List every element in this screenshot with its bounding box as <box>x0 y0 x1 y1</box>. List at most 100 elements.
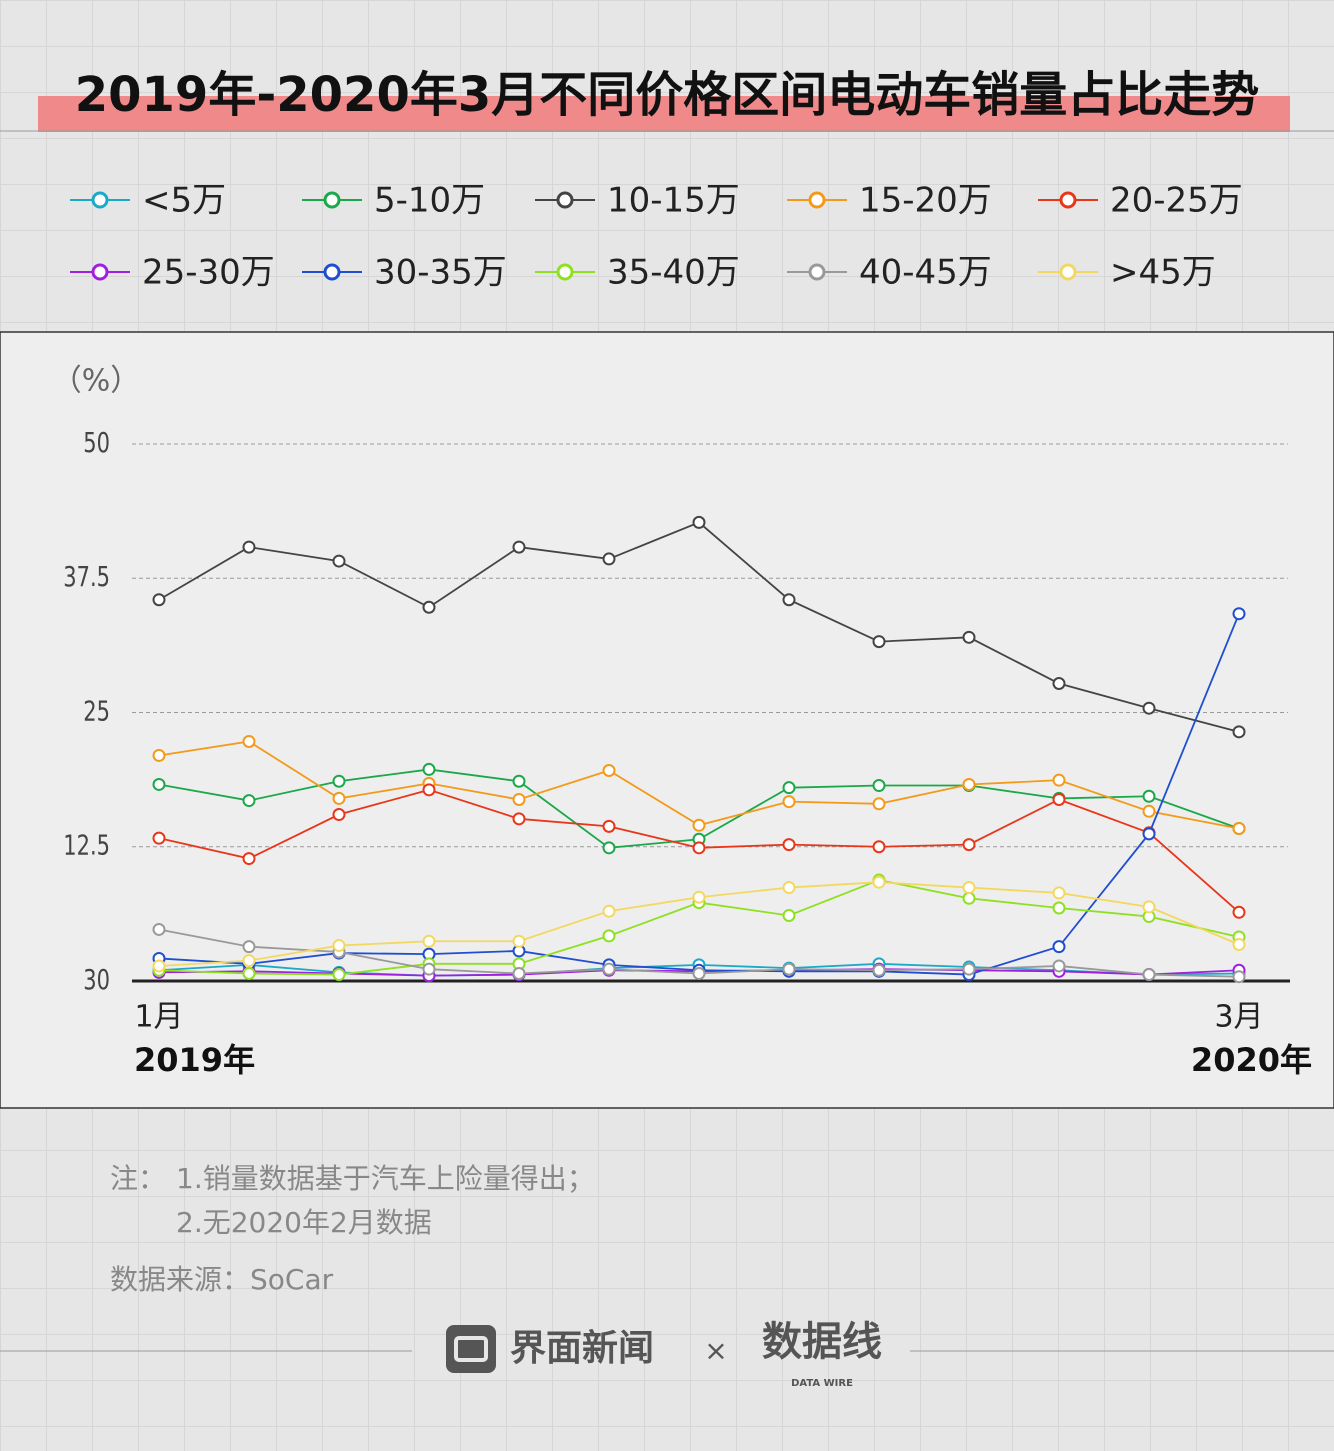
data-point <box>242 940 256 954</box>
data-point <box>512 792 526 806</box>
data-point <box>152 831 166 845</box>
data-point <box>512 812 526 826</box>
data-point <box>872 797 886 811</box>
data-point <box>332 791 346 805</box>
data-point <box>782 881 796 895</box>
data-point <box>332 939 346 953</box>
source: 数据来源：SoCar <box>110 1263 334 1296</box>
data-point <box>602 841 616 855</box>
data-point <box>332 774 346 788</box>
data-point <box>962 881 976 895</box>
data-point <box>692 966 706 980</box>
legend-label: 35-40万 <box>607 253 740 293</box>
data-point <box>1232 821 1246 835</box>
legend-marker <box>808 263 826 281</box>
legend-label: 10-15万 <box>607 181 740 221</box>
data-point <box>872 635 886 649</box>
data-point <box>1142 827 1156 841</box>
legend-marker <box>323 191 341 209</box>
data-point <box>692 841 706 855</box>
data-point <box>782 795 796 809</box>
note-prefix: 注： <box>110 1162 166 1195</box>
legend-marker <box>91 263 109 281</box>
data-point <box>512 966 526 980</box>
y-tick-label: 50 <box>83 426 110 459</box>
y-unit: （%） <box>52 364 141 399</box>
data-point <box>1052 886 1066 900</box>
data-point <box>782 838 796 852</box>
title-highlight <box>38 96 1290 132</box>
data-point <box>152 748 166 762</box>
data-point <box>872 840 886 854</box>
legend-marker <box>1059 191 1077 209</box>
data-point <box>872 875 886 889</box>
data-point <box>242 794 256 808</box>
data-point <box>692 890 706 904</box>
data-point <box>1232 970 1246 984</box>
data-point <box>512 934 526 948</box>
data-point <box>1052 677 1066 691</box>
data-point <box>152 959 166 973</box>
data-point <box>602 552 616 566</box>
data-point <box>962 838 976 852</box>
data-point <box>1142 804 1156 818</box>
year-label: 2019年 <box>134 1041 255 1079</box>
x-tick-label: 1月 <box>134 1000 183 1035</box>
data-point <box>1052 792 1066 806</box>
partner: 数据线 <box>762 1319 882 1365</box>
data-point <box>152 922 166 936</box>
data-point <box>962 891 976 905</box>
legend-label: 15-20万 <box>859 181 992 221</box>
data-point <box>422 934 436 948</box>
legend-label: 5-10万 <box>374 181 485 221</box>
data-point <box>872 779 886 793</box>
chart-title: 2019年-2020年3月不同价格区间电动车销量占比走势 <box>75 67 1260 123</box>
data-point <box>512 540 526 554</box>
data-point <box>1142 968 1156 982</box>
data-point <box>152 593 166 607</box>
data-point <box>332 808 346 822</box>
data-point <box>692 818 706 832</box>
legend-label: 30-35万 <box>374 253 507 293</box>
data-point <box>782 908 796 922</box>
legend-marker <box>91 191 109 209</box>
data-point <box>422 783 436 797</box>
data-point <box>602 929 616 943</box>
x-tick-label: 3月 <box>1214 1000 1263 1035</box>
data-point <box>602 819 616 833</box>
data-point <box>152 777 166 791</box>
legend-marker <box>556 191 574 209</box>
data-point <box>1232 607 1246 621</box>
data-point <box>962 777 976 791</box>
data-point <box>872 963 886 977</box>
data-point <box>242 852 256 866</box>
legend-label: <5万 <box>142 181 226 221</box>
data-point <box>1052 901 1066 915</box>
legend-label: 25-30万 <box>142 253 275 293</box>
data-point <box>962 630 976 644</box>
data-point <box>1142 789 1156 803</box>
brand: 界面新闻 <box>510 1328 654 1369</box>
data-point <box>1052 773 1066 787</box>
data-point <box>692 515 706 529</box>
legend-label: 40-45万 <box>859 253 992 293</box>
data-point <box>602 962 616 976</box>
y-tick-label: 30 <box>83 963 110 996</box>
y-tick-label: 12.5 <box>63 829 110 862</box>
data-point <box>782 962 796 976</box>
data-point <box>422 762 436 776</box>
legend-marker <box>323 263 341 281</box>
note: 1.销量数据基于汽车上险量得出； <box>176 1162 595 1195</box>
brand-icon <box>454 1336 488 1362</box>
cross: × <box>704 1334 727 1367</box>
legend-marker <box>556 263 574 281</box>
data-point <box>1142 900 1156 914</box>
y-tick-label: 37.5 <box>63 560 110 593</box>
data-point <box>1232 937 1246 951</box>
data-point <box>242 966 256 980</box>
data-point <box>242 540 256 554</box>
legend-marker <box>808 191 826 209</box>
data-point <box>422 962 436 976</box>
